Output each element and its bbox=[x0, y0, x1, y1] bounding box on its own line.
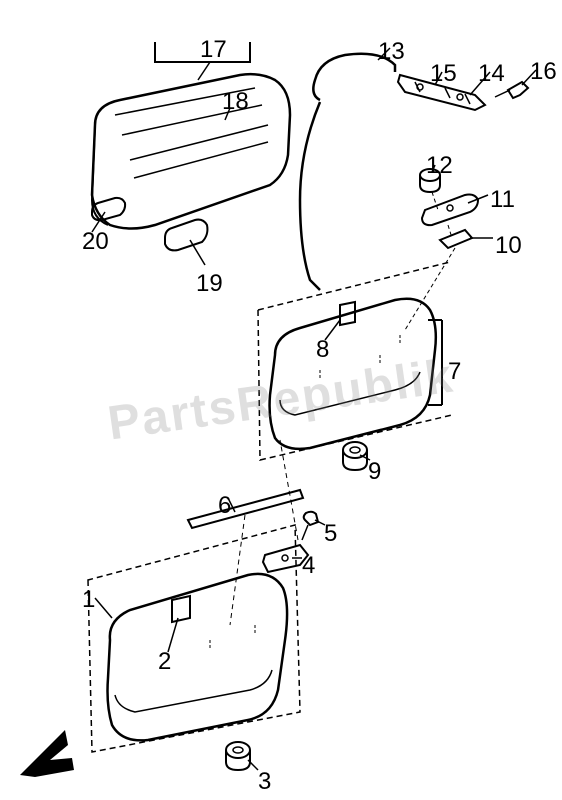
callout-15: 15 bbox=[430, 60, 457, 88]
part-lower-seat bbox=[108, 574, 288, 741]
callout-5: 5 bbox=[324, 520, 337, 548]
part-10-clip bbox=[440, 230, 493, 248]
callout-20: 20 bbox=[82, 228, 109, 256]
callout-2: 2 bbox=[158, 648, 171, 676]
callout-7: 7 bbox=[448, 358, 461, 386]
callout-12: 12 bbox=[426, 152, 453, 180]
part-upper-seat bbox=[92, 74, 290, 228]
part-13-cable bbox=[300, 48, 395, 290]
part-3-bumper bbox=[226, 742, 258, 770]
part-11-plate bbox=[422, 195, 488, 226]
callout-1: 1 bbox=[82, 586, 95, 614]
leader-1 bbox=[95, 598, 112, 618]
callout-4: 4 bbox=[302, 552, 315, 580]
callout-6: 6 bbox=[218, 492, 231, 520]
callout-16: 16 bbox=[530, 58, 557, 86]
callout-18: 18 bbox=[222, 88, 249, 116]
callout-10: 10 bbox=[495, 232, 522, 260]
lower-dashed-boundary bbox=[88, 525, 300, 752]
callout-14: 14 bbox=[478, 60, 505, 88]
callout-11: 11 bbox=[490, 186, 515, 214]
part-6-bar bbox=[188, 490, 303, 528]
leader-17 bbox=[198, 62, 210, 80]
middle-dashed-boundary bbox=[258, 262, 452, 460]
diagram-svg bbox=[0, 0, 562, 800]
callout-9: 9 bbox=[368, 458, 381, 486]
diagram-container: 1 2 3 4 5 6 7 8 9 10 11 12 13 14 15 16 1… bbox=[0, 0, 562, 800]
callout-19: 19 bbox=[196, 270, 223, 298]
callout-13: 13 bbox=[378, 38, 405, 66]
callout-3: 3 bbox=[258, 768, 271, 796]
part-5-bolt bbox=[302, 512, 325, 540]
part-9-bumper bbox=[343, 442, 370, 470]
direction-arrow bbox=[20, 730, 74, 777]
part-19-bracket bbox=[165, 220, 207, 265]
callout-17: 17 bbox=[200, 36, 227, 64]
callout-8: 8 bbox=[316, 336, 329, 364]
